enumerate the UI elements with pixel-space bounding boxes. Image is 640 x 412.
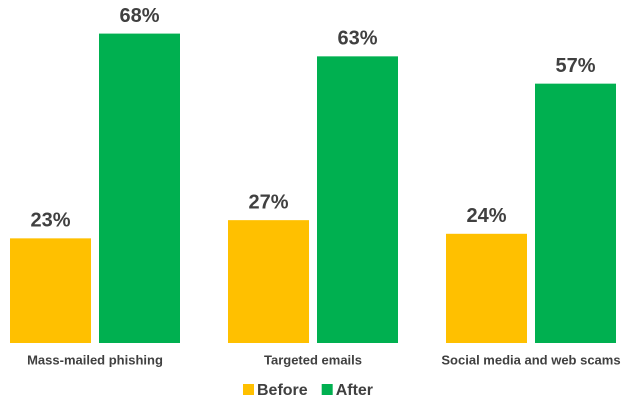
- bar: [446, 233, 527, 343]
- bar: [99, 33, 180, 343]
- data-label: 63%: [337, 28, 377, 50]
- bar: [10, 238, 91, 343]
- bar: [317, 56, 398, 343]
- x-tick-label: Social media and web scams: [441, 352, 620, 367]
- legend-label: After: [336, 382, 373, 399]
- data-label: 24%: [466, 205, 506, 227]
- legend-swatch: [321, 384, 333, 395]
- data-label: 57%: [555, 55, 595, 77]
- bar: [535, 83, 616, 344]
- data-label: 68%: [119, 5, 159, 27]
- legend-swatch: [243, 384, 254, 395]
- bar: [228, 220, 309, 343]
- legend-label: Before: [257, 382, 308, 399]
- x-tick-label: Targeted emails: [264, 352, 362, 367]
- data-label: 27%: [248, 191, 288, 213]
- x-tick-label: Mass-mailed phishing: [27, 352, 163, 367]
- data-label: 23%: [30, 210, 70, 232]
